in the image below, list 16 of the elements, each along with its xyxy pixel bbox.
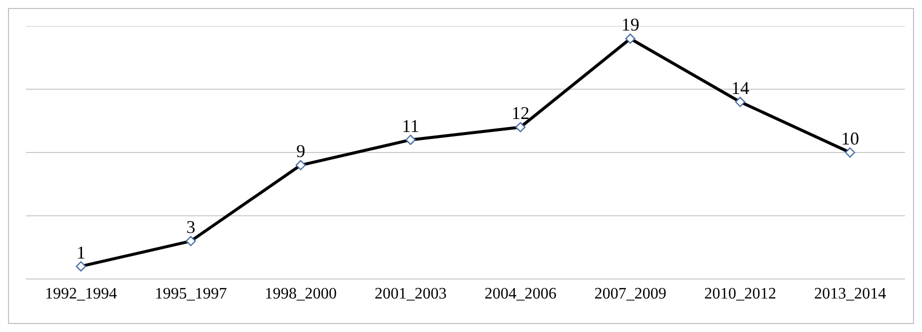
data-label: 19	[621, 14, 640, 35]
data-label: 9	[296, 141, 306, 162]
data-label: 11	[402, 116, 420, 136]
data-label: 3	[186, 217, 196, 238]
data-label: 14	[731, 78, 750, 98]
data-label: 12	[511, 103, 530, 124]
data-label: 10	[841, 128, 860, 148]
x-tick-label: 2004_2006	[484, 285, 556, 302]
x-tick-label: 1995_1997	[154, 285, 227, 302]
x-tick-label: 1992_1994	[44, 285, 117, 302]
x-tick-label: 1998_2000	[264, 285, 337, 302]
x-tick-label: 2010_2012	[704, 285, 776, 302]
x-tick-label: 2007_2009	[594, 285, 666, 302]
x-tick-label: 2013_2014	[814, 285, 886, 302]
x-tick-label: 2001_2003	[374, 285, 447, 302]
data-label: 1	[76, 242, 86, 262]
